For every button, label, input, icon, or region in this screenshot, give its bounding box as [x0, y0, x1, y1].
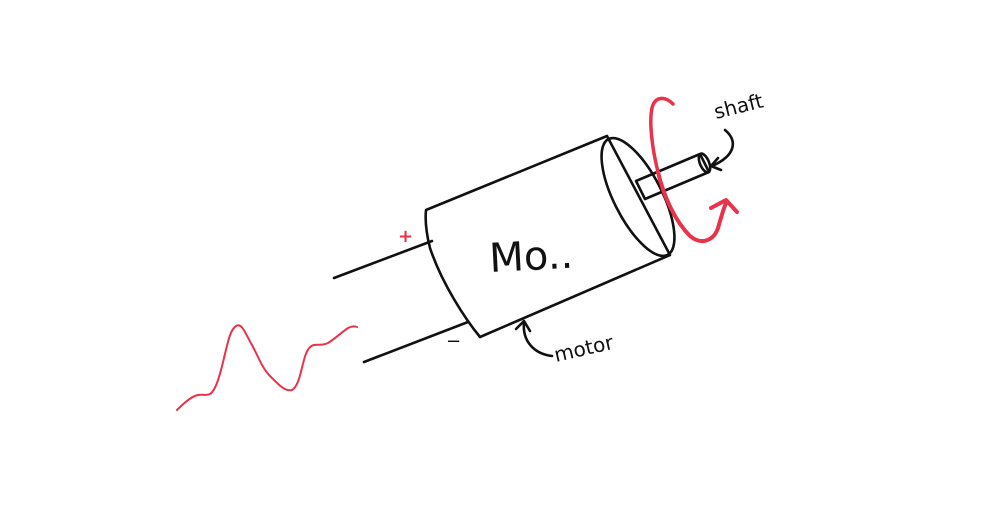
shaft-callout-arrow	[710, 128, 735, 168]
shaft-label: shaft	[711, 88, 765, 123]
negative-lead-wire	[362, 320, 470, 364]
motor-callout-arrowhead	[514, 319, 532, 333]
waveform-icon	[176, 324, 358, 411]
motor-body-label: Mo..	[488, 232, 574, 282]
motor-end-face	[600, 136, 676, 258]
shaft	[634, 152, 712, 201]
motor-body	[424, 134, 672, 339]
motor-callout-arrow	[522, 320, 554, 358]
rotation-arrowhead	[709, 198, 739, 214]
plus-sign: +	[398, 226, 413, 247]
positive-lead-wire	[332, 239, 434, 280]
motor-label: motor	[552, 330, 617, 367]
shaft-end	[697, 152, 712, 174]
rotation-arrow-back-arc	[649, 96, 675, 174]
shaft-callout-arrowhead	[709, 156, 723, 172]
minus-sign: −	[446, 331, 461, 352]
rotation-arrow-icon	[656, 170, 728, 244]
